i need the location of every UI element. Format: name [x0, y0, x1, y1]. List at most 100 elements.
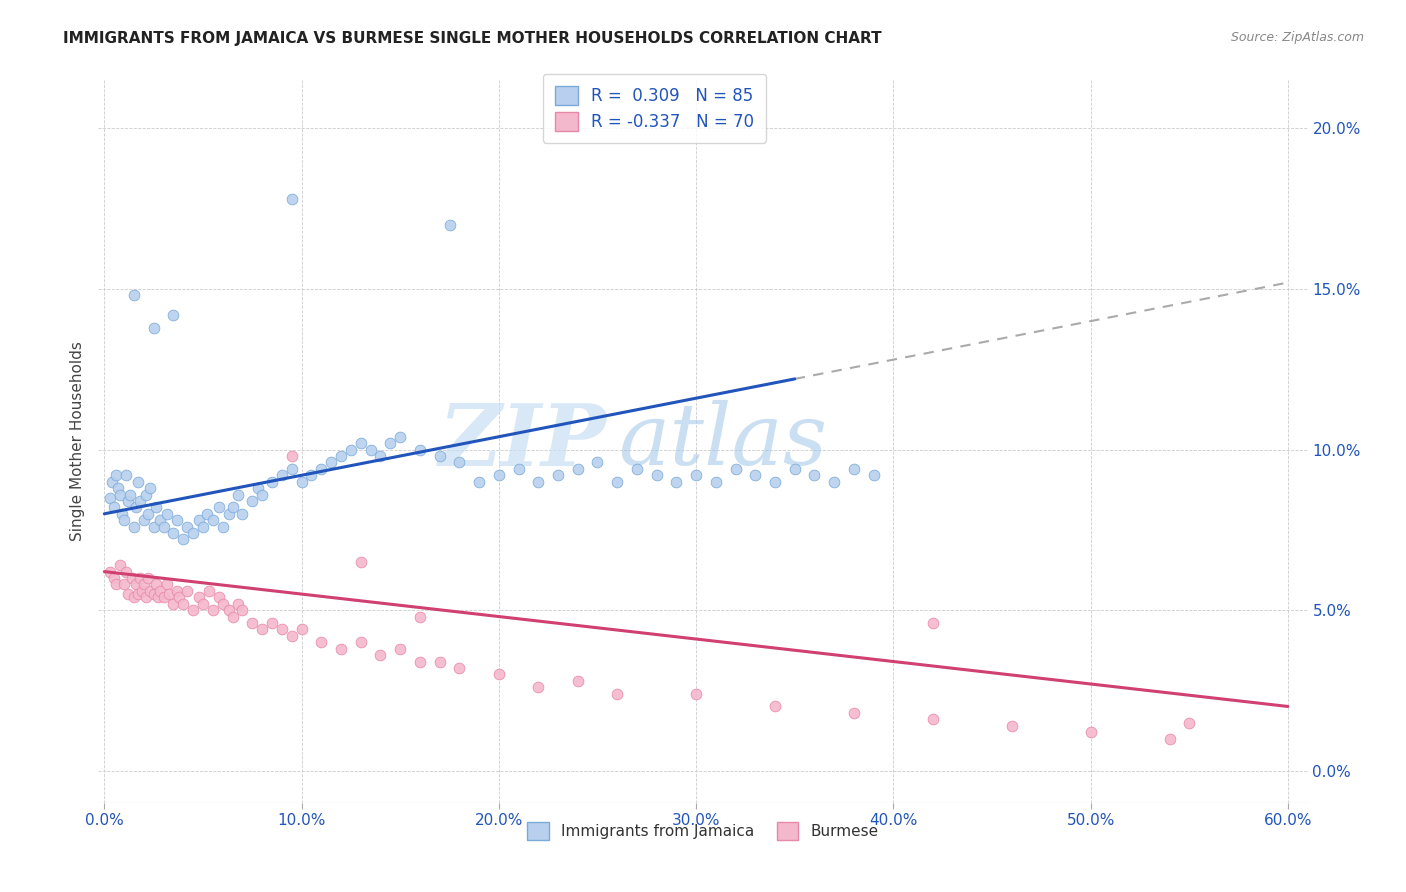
- Point: [409, 442, 432, 457]
- Point: [166, 583, 188, 598]
- Point: [108, 487, 131, 501]
- Point: [340, 442, 363, 457]
- Point: [128, 494, 150, 508]
- Point: [188, 513, 211, 527]
- Point: [311, 462, 333, 476]
- Point: [127, 587, 149, 601]
- Point: [724, 462, 747, 476]
- Point: [221, 500, 243, 515]
- Point: [862, 468, 884, 483]
- Point: [122, 519, 145, 533]
- Point: [389, 430, 412, 444]
- Point: [98, 491, 121, 505]
- Point: [159, 587, 181, 601]
- Point: [803, 468, 825, 483]
- Point: [429, 449, 451, 463]
- Point: [350, 635, 373, 649]
- Point: [508, 462, 530, 476]
- Point: [108, 558, 131, 573]
- Point: [228, 597, 250, 611]
- Point: [111, 507, 134, 521]
- Point: [117, 494, 139, 508]
- Point: [280, 462, 302, 476]
- Point: [291, 475, 314, 489]
- Point: [105, 468, 128, 483]
- Point: [145, 577, 167, 591]
- Point: [162, 526, 184, 541]
- Point: [135, 591, 157, 605]
- Text: Source: ZipAtlas.com: Source: ZipAtlas.com: [1230, 31, 1364, 45]
- Point: [125, 577, 148, 591]
- Point: [360, 442, 382, 457]
- Point: [311, 635, 333, 649]
- Point: [228, 487, 250, 501]
- Point: [763, 699, 786, 714]
- Point: [270, 623, 292, 637]
- Point: [921, 615, 943, 630]
- Point: [103, 571, 125, 585]
- Point: [131, 583, 153, 598]
- Point: [176, 583, 198, 598]
- Point: [449, 661, 471, 675]
- Point: [250, 487, 273, 501]
- Text: atlas: atlas: [619, 401, 828, 483]
- Point: [152, 591, 174, 605]
- Point: [156, 507, 179, 521]
- Point: [247, 481, 270, 495]
- Point: [121, 571, 143, 585]
- Point: [704, 475, 727, 489]
- Point: [156, 577, 179, 591]
- Point: [606, 687, 628, 701]
- Point: [567, 673, 589, 688]
- Point: [921, 712, 943, 726]
- Point: [142, 587, 165, 601]
- Point: [112, 577, 135, 591]
- Point: [280, 449, 302, 463]
- Point: [172, 533, 194, 547]
- Point: [240, 494, 263, 508]
- Point: [488, 468, 510, 483]
- Point: [468, 475, 491, 489]
- Point: [128, 571, 150, 585]
- Point: [606, 475, 628, 489]
- Point: [1001, 719, 1024, 733]
- Point: [1178, 715, 1201, 730]
- Point: [260, 475, 283, 489]
- Point: [842, 462, 865, 476]
- Point: [211, 519, 233, 533]
- Point: [188, 591, 211, 605]
- Point: [107, 481, 129, 495]
- Point: [231, 603, 253, 617]
- Point: [330, 641, 353, 656]
- Point: [350, 436, 373, 450]
- Point: [380, 436, 402, 450]
- Point: [162, 597, 184, 611]
- Point: [763, 475, 786, 489]
- Point: [280, 629, 302, 643]
- Point: [125, 500, 148, 515]
- Point: [115, 468, 138, 483]
- Point: [685, 687, 707, 701]
- Point: [389, 641, 412, 656]
- Point: [132, 513, 155, 527]
- Point: [211, 597, 233, 611]
- Point: [191, 597, 214, 611]
- Point: [370, 449, 392, 463]
- Point: [146, 591, 169, 605]
- Point: [231, 507, 253, 521]
- Point: [152, 519, 174, 533]
- Point: [439, 218, 461, 232]
- Point: [250, 623, 273, 637]
- Point: [221, 609, 243, 624]
- Point: [218, 603, 240, 617]
- Point: [105, 577, 128, 591]
- Point: [195, 507, 218, 521]
- Point: [240, 615, 263, 630]
- Text: ZIP: ZIP: [439, 400, 606, 483]
- Point: [201, 603, 224, 617]
- Point: [103, 500, 125, 515]
- Point: [488, 667, 510, 681]
- Point: [527, 475, 550, 489]
- Point: [744, 468, 766, 483]
- Point: [208, 500, 231, 515]
